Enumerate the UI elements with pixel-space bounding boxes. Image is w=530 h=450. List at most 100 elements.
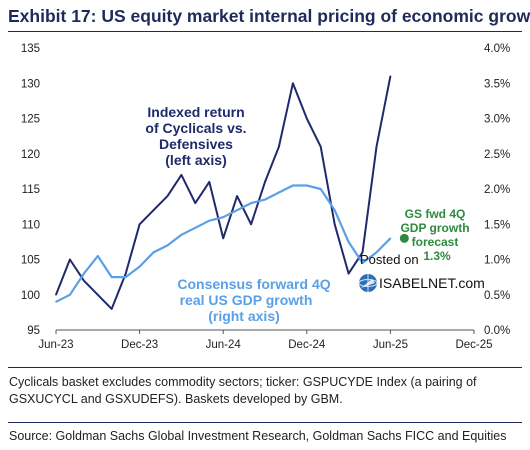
series-point xyxy=(250,202,252,204)
series-point xyxy=(319,145,322,148)
series-point xyxy=(166,195,169,197)
series-point xyxy=(194,202,197,204)
series-point xyxy=(236,195,238,197)
series-point xyxy=(389,75,392,77)
footer-rule-top xyxy=(8,367,522,368)
footnote: Cyclicals basket excludes commodity sect… xyxy=(9,375,477,406)
x-tick-label: Jun-24 xyxy=(206,339,242,351)
series-point xyxy=(97,293,99,296)
y-left-tick-label: 105 xyxy=(21,255,40,267)
line-chart: 95 100 105 110 115 120 125 130 135 0.0% 0.5% 1.0% 1.… xyxy=(21,43,510,351)
series-point xyxy=(124,276,127,278)
series-point xyxy=(264,198,266,201)
series-point xyxy=(180,174,183,176)
gs-label-line4: 1.3% xyxy=(423,249,451,263)
y-left-tick-label: 110 xyxy=(22,219,40,231)
title-rule xyxy=(8,31,522,32)
series-point xyxy=(166,244,169,247)
series-point xyxy=(69,258,71,261)
cyclicals-annotation: Indexed return of Cyclicals vs. Defensiv… xyxy=(145,104,246,168)
series-point xyxy=(222,216,224,218)
y-right-tick-label: 4.0% xyxy=(484,43,510,55)
x-tick-label: Jun-25 xyxy=(373,339,408,351)
y-right-tick-label: 2.5% xyxy=(484,149,510,161)
series-point xyxy=(375,145,378,148)
watermark-line2: ISABELNET.com xyxy=(379,275,485,291)
series-point xyxy=(333,223,336,226)
series-point xyxy=(361,262,364,264)
chart-title: Exhibit 17: US equity market internal pr… xyxy=(8,6,530,26)
series-point xyxy=(124,272,127,275)
series-point xyxy=(292,82,294,85)
gdp-label-line1: Consensus forward 4Q xyxy=(177,276,330,292)
y-left-tick-label: 125 xyxy=(21,114,40,126)
series-point xyxy=(250,223,252,226)
y-left-tick-label: 95 xyxy=(27,325,40,337)
series-point xyxy=(55,301,57,303)
series-point xyxy=(110,276,113,278)
series-point xyxy=(110,308,113,310)
y-left-tick-label: 120 xyxy=(21,149,40,161)
y-right-tick-label: 1.0% xyxy=(484,255,510,267)
series-point xyxy=(83,279,85,282)
y-right-tick-label: 1.5% xyxy=(484,219,510,231)
series-point xyxy=(292,184,294,187)
gs-forecast-annotation: GS fwd 4Q GDP growth forecast 1.3% xyxy=(400,207,469,263)
tick-labels: 95 100 105 110 115 120 125 130 135 0.0% 0.5% 1.0% 1.… xyxy=(21,43,510,351)
series-point xyxy=(319,188,322,190)
series-point xyxy=(138,223,141,226)
series xyxy=(55,75,409,310)
y-left-tick-label: 130 xyxy=(21,78,40,90)
y-right-tick-label: 0.5% xyxy=(484,290,510,302)
watermark: Posted on ISABELNET.com xyxy=(358,252,485,292)
series-point xyxy=(194,226,197,229)
series-point xyxy=(278,191,280,194)
series-point xyxy=(152,251,155,254)
x-tick-label: Jun-23 xyxy=(38,339,73,351)
y-right-tick-label: 2.0% xyxy=(484,184,510,196)
series-point xyxy=(208,181,211,183)
series-point xyxy=(361,251,364,254)
series-point xyxy=(152,209,155,211)
series-point xyxy=(83,272,85,275)
series-point xyxy=(333,209,336,211)
series-point xyxy=(306,184,308,187)
series-point xyxy=(97,255,99,257)
y-left-tick-label: 115 xyxy=(22,184,40,196)
series-point xyxy=(69,293,71,296)
series-point xyxy=(375,251,378,254)
series-point xyxy=(264,181,266,183)
series-point xyxy=(278,145,280,148)
series-point xyxy=(236,209,238,211)
series-point xyxy=(180,234,183,236)
cyclicals-label-line2: of Cyclicals vs. xyxy=(145,120,246,136)
source-note: Source: Goldman Sachs Global Investment … xyxy=(9,429,507,443)
x-tick-label: Dec-25 xyxy=(455,339,492,351)
series-point xyxy=(138,265,141,268)
series-point xyxy=(347,241,350,243)
series-point xyxy=(347,272,350,275)
x-tick-label: Dec-23 xyxy=(121,339,158,351)
gs-label-line3: forecast xyxy=(412,235,459,249)
gdp-annotation: Consensus forward 4Q real US GDP growth … xyxy=(177,276,330,324)
watermark-line1: Posted on xyxy=(360,252,419,267)
footer-rule-bottom xyxy=(8,422,522,423)
series-point xyxy=(208,219,211,222)
y-right-tick-label: 0.0% xyxy=(484,325,510,337)
cyclicals-label-line3: Defensives xyxy=(159,136,233,152)
y-left-tick-label: 135 xyxy=(21,43,40,55)
gs-label-line1: GS fwd 4Q xyxy=(405,207,466,221)
x-tick-label: Dec-24 xyxy=(288,339,326,351)
y-left-tick-label: 100 xyxy=(21,290,40,302)
gdp-label-line3: (right axis) xyxy=(208,308,280,324)
cyclicals-label-line1: Indexed return xyxy=(147,104,244,120)
globe-icon xyxy=(358,274,378,292)
series-point xyxy=(222,237,224,240)
gdp-label-line2: real US GDP growth xyxy=(180,292,313,308)
y-right-tick-label: 3.5% xyxy=(484,78,510,90)
series-point xyxy=(55,293,57,296)
cyclicals-label-line4: (left axis) xyxy=(165,152,226,168)
series-point xyxy=(306,117,308,120)
series-point-gs-forecast xyxy=(399,233,409,243)
y-right-tick-label: 3.0% xyxy=(484,114,510,126)
